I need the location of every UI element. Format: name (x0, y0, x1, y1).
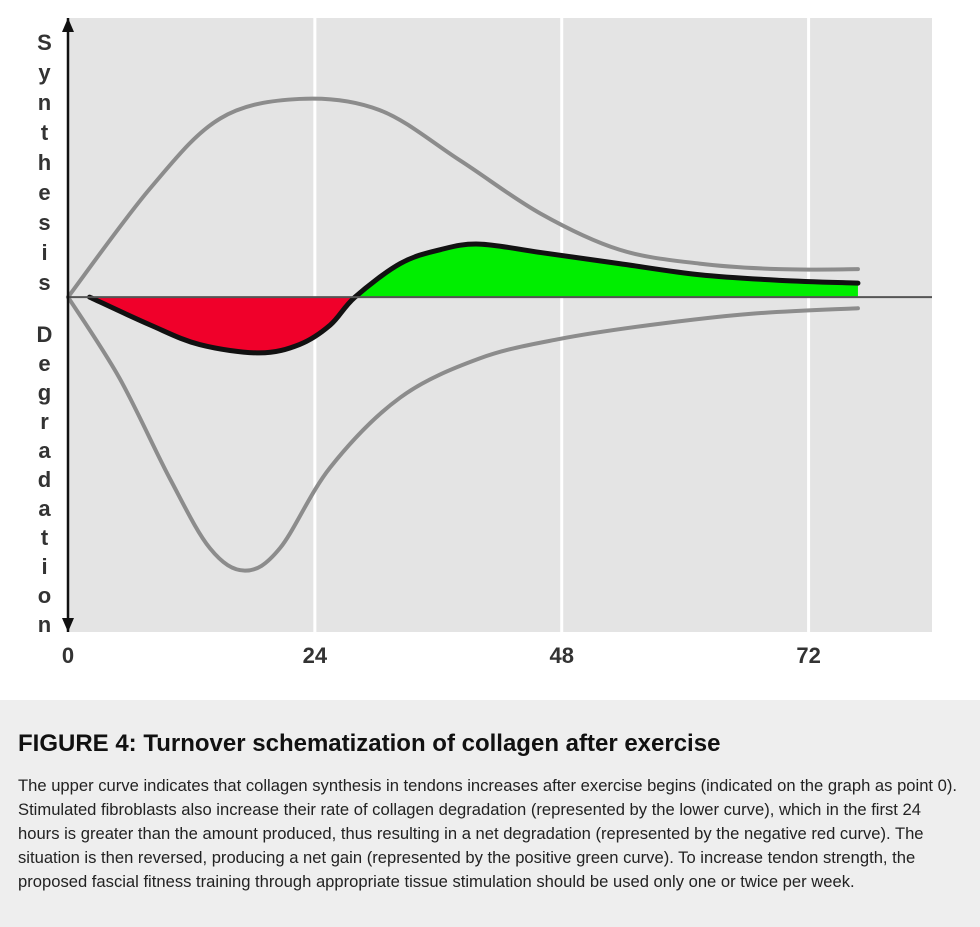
y-label-bottom: Degradation (32, 322, 57, 641)
curve (66, 96, 860, 300)
x-tick-label: 0 (62, 643, 74, 668)
caption-title: FIGURE 4: Turnover schematization of col… (18, 730, 721, 757)
curve (87, 241, 861, 356)
chart: 0 24 48 72 (62, 18, 932, 668)
arrow-down (62, 618, 74, 632)
x-tick-label: 48 (549, 643, 573, 668)
arrow-up (62, 18, 74, 32)
caption: FIGURE 4: Turnover schematization of col… (0, 700, 980, 927)
x-tick-label: 24 (303, 643, 328, 668)
negative-area (91, 298, 355, 353)
y-label-top: Synthesis (32, 30, 57, 300)
positive-area (89, 244, 858, 298)
caption-body: The upper curve indicates that collagen … (18, 776, 958, 891)
curve (66, 295, 860, 573)
x-tick-label: 72 (796, 643, 820, 668)
